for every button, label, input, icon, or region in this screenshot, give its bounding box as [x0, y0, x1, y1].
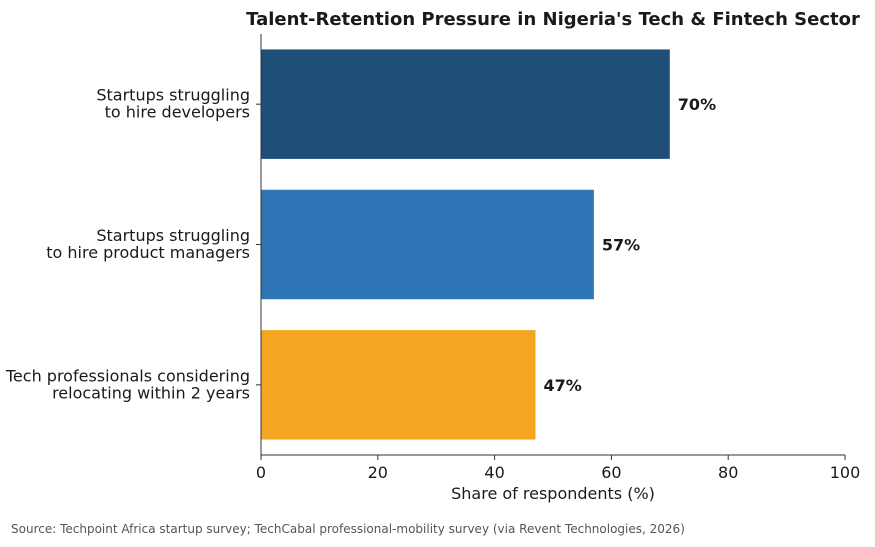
x-tick-label-3: 40	[484, 463, 504, 482]
x-axis-title: Share of respondents (%)	[451, 484, 655, 503]
source-note: Source: Techpoint Africa startup survey;…	[11, 522, 685, 536]
bar-1	[261, 49, 670, 159]
value-label-3: 47%	[543, 376, 581, 395]
bars-group	[261, 49, 670, 440]
value-labels-group: 70% 57% 47%	[543, 95, 716, 395]
x-tick-label-4: 60	[601, 463, 621, 482]
bar-2	[261, 189, 594, 300]
y-axis: Startups struggling to hire developers Sta…	[5, 34, 262, 455]
x-tick-label-1: 0	[256, 463, 266, 482]
value-label-1: 70%	[678, 95, 716, 114]
x-axis: 0 20 40 60 80 100	[256, 454, 861, 482]
x-tick-label-2: 20	[368, 463, 388, 482]
x-tick-label-5: 80	[718, 463, 738, 482]
x-tick-label-6: 100	[830, 463, 861, 482]
category-label-1: Startups struggling to hire developers	[96, 86, 250, 122]
bar-3	[261, 330, 536, 440]
chart-title: Talent-Retention Pressure in Nigeria's T…	[246, 9, 860, 30]
category-label-3: Tech professionals considering relocating…	[5, 366, 250, 402]
category-label-2: Startups struggling to hire product manag…	[46, 226, 250, 262]
value-label-2: 57%	[602, 236, 640, 255]
